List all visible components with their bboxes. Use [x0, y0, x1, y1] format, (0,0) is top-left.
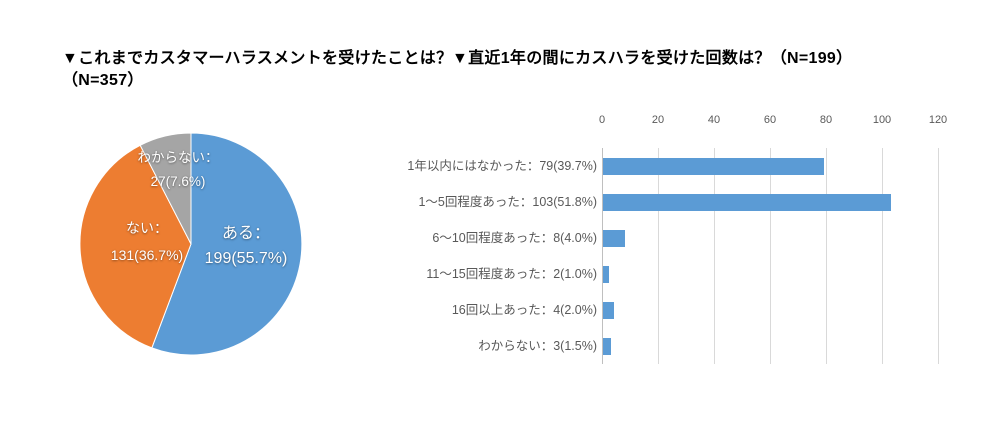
bar-chart-title: ▼直近1年の間にカスハラを受けた回数は？（N=199） — [452, 50, 853, 67]
bar-1 — [603, 193, 892, 211]
x-tick-label-80: 80 — [819, 114, 833, 126]
gridline-80 — [826, 148, 827, 364]
gridline-100 — [882, 148, 883, 364]
pie-slice-0 — [151, 133, 302, 355]
bar-category-label-4: 16回以上あった：4(2.0%) — [451, 303, 597, 317]
gridline-60 — [770, 148, 771, 364]
x-tick-label-20: 20 — [651, 114, 665, 126]
pie-label-nai-value: 131(36.7%) — [110, 247, 184, 263]
bar-4 — [603, 301, 615, 319]
bar-5 — [603, 337, 612, 355]
x-tick-label-40: 40 — [707, 114, 721, 126]
x-tick-label-60: 60 — [763, 114, 777, 126]
bar-category-label-2: 6～10回程度あった：8(4.0%) — [432, 231, 597, 245]
pie-label-wakaranai: わからない： 27(7.6%) — [138, 146, 219, 194]
pie-slice-2 — [139, 133, 192, 245]
gridline-0 — [602, 148, 603, 364]
x-tick-label-120: 120 — [928, 114, 948, 126]
gridline-20 — [658, 148, 659, 364]
bar-plot-area — [602, 148, 942, 364]
bar-category-label-1: 1～5回程度あった：103(51.8%) — [418, 195, 597, 209]
bar-x-axis: 0 20 40 60 80 100 120 — [598, 111, 947, 129]
pie-label-nai-name: ない： — [125, 220, 168, 236]
pie-chart-title: ▼これまでカスタマーハラスメントを受けたことは？ （N=357） — [62, 48, 452, 92]
pie-chart — [80, 133, 302, 355]
bar-3 — [603, 265, 609, 283]
pie-label-nai: ない： 131(36.7%) — [111, 215, 183, 269]
x-tick-label-100: 100 — [872, 114, 892, 126]
bar-0 — [603, 157, 825, 175]
pie-label-wakaranai-name: わからない： — [137, 150, 219, 165]
gridline-120 — [938, 148, 939, 364]
pie-chart-title-line2: （N=357） — [62, 72, 144, 89]
x-tick-label-0: 0 — [598, 114, 606, 126]
bar-category-label-5: わからない：3(1.5%) — [478, 339, 597, 353]
pie-label-aru-name: ある： — [221, 225, 270, 242]
gridline-40 — [714, 148, 715, 364]
pie-label-aru: ある： 199(55.7%) — [205, 221, 288, 271]
bar-2 — [603, 229, 626, 247]
pie-chart-title-line1: ▼これまでカスタマーハラスメントを受けたことは？ — [62, 50, 453, 67]
bar-category-labels: 1年以内にはなかった：79(39.7%) 1～5回程度あった：103(51.8%)… — [393, 148, 597, 364]
bar-category-label-3: 11～15回程度あった：2(1.0%) — [426, 267, 597, 281]
pie-label-wakaranai-value: 27(7.6%) — [150, 174, 206, 189]
pie-slice-1 — [80, 144, 192, 349]
bar-category-label-0: 1年以内にはなかった：79(39.7%) — [407, 159, 597, 173]
pie-label-aru-value: 199(55.7%) — [204, 250, 288, 267]
